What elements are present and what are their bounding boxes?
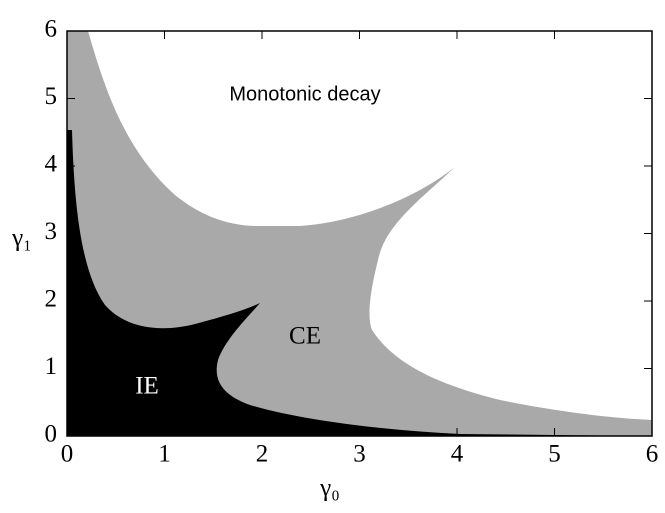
y-axis-label: γ₁: [11, 225, 32, 252]
x-tick-label: 6: [646, 441, 659, 468]
y-tick-label: 1: [45, 353, 58, 380]
x-tick-label: 1: [158, 441, 171, 468]
annotation: Monotonic decay: [229, 83, 380, 105]
ie-region: [67, 130, 652, 436]
x-tick-label: 5: [548, 441, 561, 468]
x-axis-label: γ₀: [319, 475, 340, 502]
x-tick-label: 0: [61, 441, 74, 468]
y-tick-label: 2: [45, 286, 58, 313]
x-tick-label: 2: [256, 441, 269, 468]
y-tick-label: 5: [45, 83, 58, 110]
y-tick-label: 6: [45, 16, 58, 43]
y-tick-label: 0: [45, 421, 58, 448]
annotation: CE: [289, 323, 321, 350]
annotation: IE: [135, 373, 159, 400]
x-tick-label: 3: [353, 441, 366, 468]
y-tick-label: 3: [45, 218, 58, 245]
y-tick-label: 4: [45, 151, 58, 178]
x-tick-label: 4: [451, 441, 464, 468]
